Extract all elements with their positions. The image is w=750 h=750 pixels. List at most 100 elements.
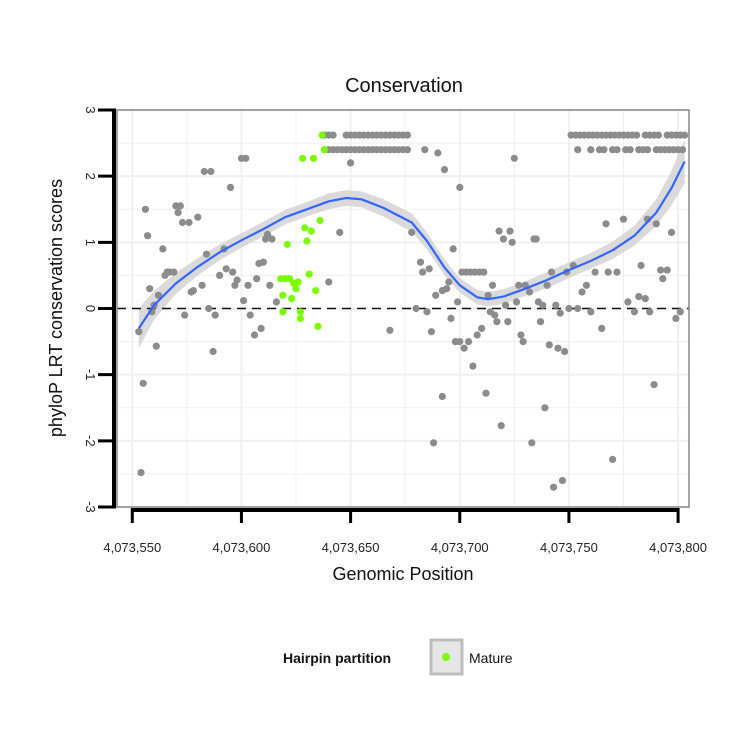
mature-point: [288, 295, 296, 303]
other-point: [144, 232, 152, 240]
other-point: [272, 298, 280, 306]
other-point: [508, 238, 516, 246]
other-point: [552, 301, 560, 309]
other-point: [517, 331, 525, 339]
other-point: [663, 266, 671, 274]
other-point: [211, 311, 219, 319]
other-point: [565, 304, 573, 313]
other-point: [440, 166, 449, 174]
other-point: [325, 278, 333, 286]
other-point: [456, 183, 464, 191]
other-point: [430, 439, 438, 447]
other-point: [464, 338, 473, 346]
other-point: [624, 298, 632, 306]
other-point: [216, 271, 224, 279]
other-point: [676, 308, 684, 316]
y-tick-label: -2: [83, 435, 98, 447]
other-point: [246, 311, 254, 319]
other-point: [587, 308, 595, 316]
x-tick-label: 4,073,750: [540, 540, 598, 555]
x-tick-label: 4,073,650: [322, 540, 380, 555]
other-point: [408, 228, 416, 236]
panel-border: [116, 109, 690, 508]
other-point: [515, 281, 523, 289]
other-point: [154, 291, 163, 299]
other-point: [613, 146, 621, 154]
other-point: [427, 328, 435, 336]
other-point: [259, 258, 267, 266]
other-point: [454, 298, 462, 306]
other-point: [578, 288, 586, 296]
mature-point: [285, 275, 294, 283]
other-point: [657, 266, 665, 274]
other-point: [550, 483, 558, 491]
mature-point: [279, 291, 287, 299]
other-point: [480, 268, 488, 276]
other-point: [194, 213, 202, 221]
other-point: [650, 381, 658, 389]
other-point: [493, 318, 501, 326]
other-point: [443, 285, 451, 293]
other-point: [264, 230, 272, 238]
other-point: [545, 341, 553, 349]
other-point: [532, 235, 540, 243]
other-point: [329, 131, 337, 139]
other-point: [641, 295, 649, 303]
other-point: [174, 209, 182, 217]
smooth-trend-line: [137, 161, 686, 330]
other-point: [447, 314, 455, 322]
other-point: [229, 268, 237, 276]
mature-point: [309, 154, 318, 162]
other-point: [233, 276, 241, 284]
other-point: [574, 304, 582, 313]
other-point: [539, 301, 547, 309]
other-point: [170, 268, 178, 276]
mature-point: [320, 146, 328, 154]
other-point: [602, 220, 610, 228]
other-point: [185, 218, 193, 227]
other-point: [646, 308, 654, 316]
other-point: [659, 275, 667, 283]
other-point: [189, 287, 197, 295]
other-point: [478, 324, 486, 332]
y-tick-label: 0: [83, 305, 98, 312]
mature-point: [292, 285, 300, 293]
other-point: [469, 362, 477, 370]
mature-point: [299, 154, 307, 162]
mature-point: [314, 322, 322, 330]
x-axis-title: Genomic Position: [332, 564, 473, 584]
other-point: [526, 288, 534, 296]
other-point: [600, 146, 608, 154]
other-point: [626, 146, 634, 154]
other-point: [207, 167, 215, 176]
other-point: [587, 146, 595, 154]
other-point: [482, 389, 490, 397]
other-point: [425, 265, 433, 273]
points-mature: [277, 131, 328, 330]
y-tick-label: 1: [83, 239, 98, 246]
other-point: [554, 344, 562, 352]
other-point: [681, 131, 689, 139]
y-axis: -3 -2 -1 0 1 2 3: [83, 106, 116, 513]
other-point: [630, 308, 639, 316]
other-point: [266, 281, 274, 289]
other-point: [672, 314, 680, 322]
other-point: [582, 281, 591, 289]
confidence-ribbon: [138, 139, 685, 349]
other-point: [643, 146, 652, 154]
other-point: [512, 298, 521, 306]
other-point: [504, 318, 512, 326]
other-point: [434, 149, 442, 157]
mature-point: [283, 240, 291, 248]
other-point: [519, 338, 527, 346]
other-point: [637, 261, 645, 270]
y-tick-label: -1: [83, 369, 98, 381]
other-point: [176, 202, 184, 210]
other-point: [386, 326, 394, 334]
other-point: [416, 258, 425, 266]
other-point: [205, 304, 213, 313]
other-point: [543, 281, 551, 289]
y-axis-title: phyloP LRT conservation scores: [46, 179, 66, 437]
other-point: [547, 268, 556, 276]
mature-point: [318, 131, 326, 139]
